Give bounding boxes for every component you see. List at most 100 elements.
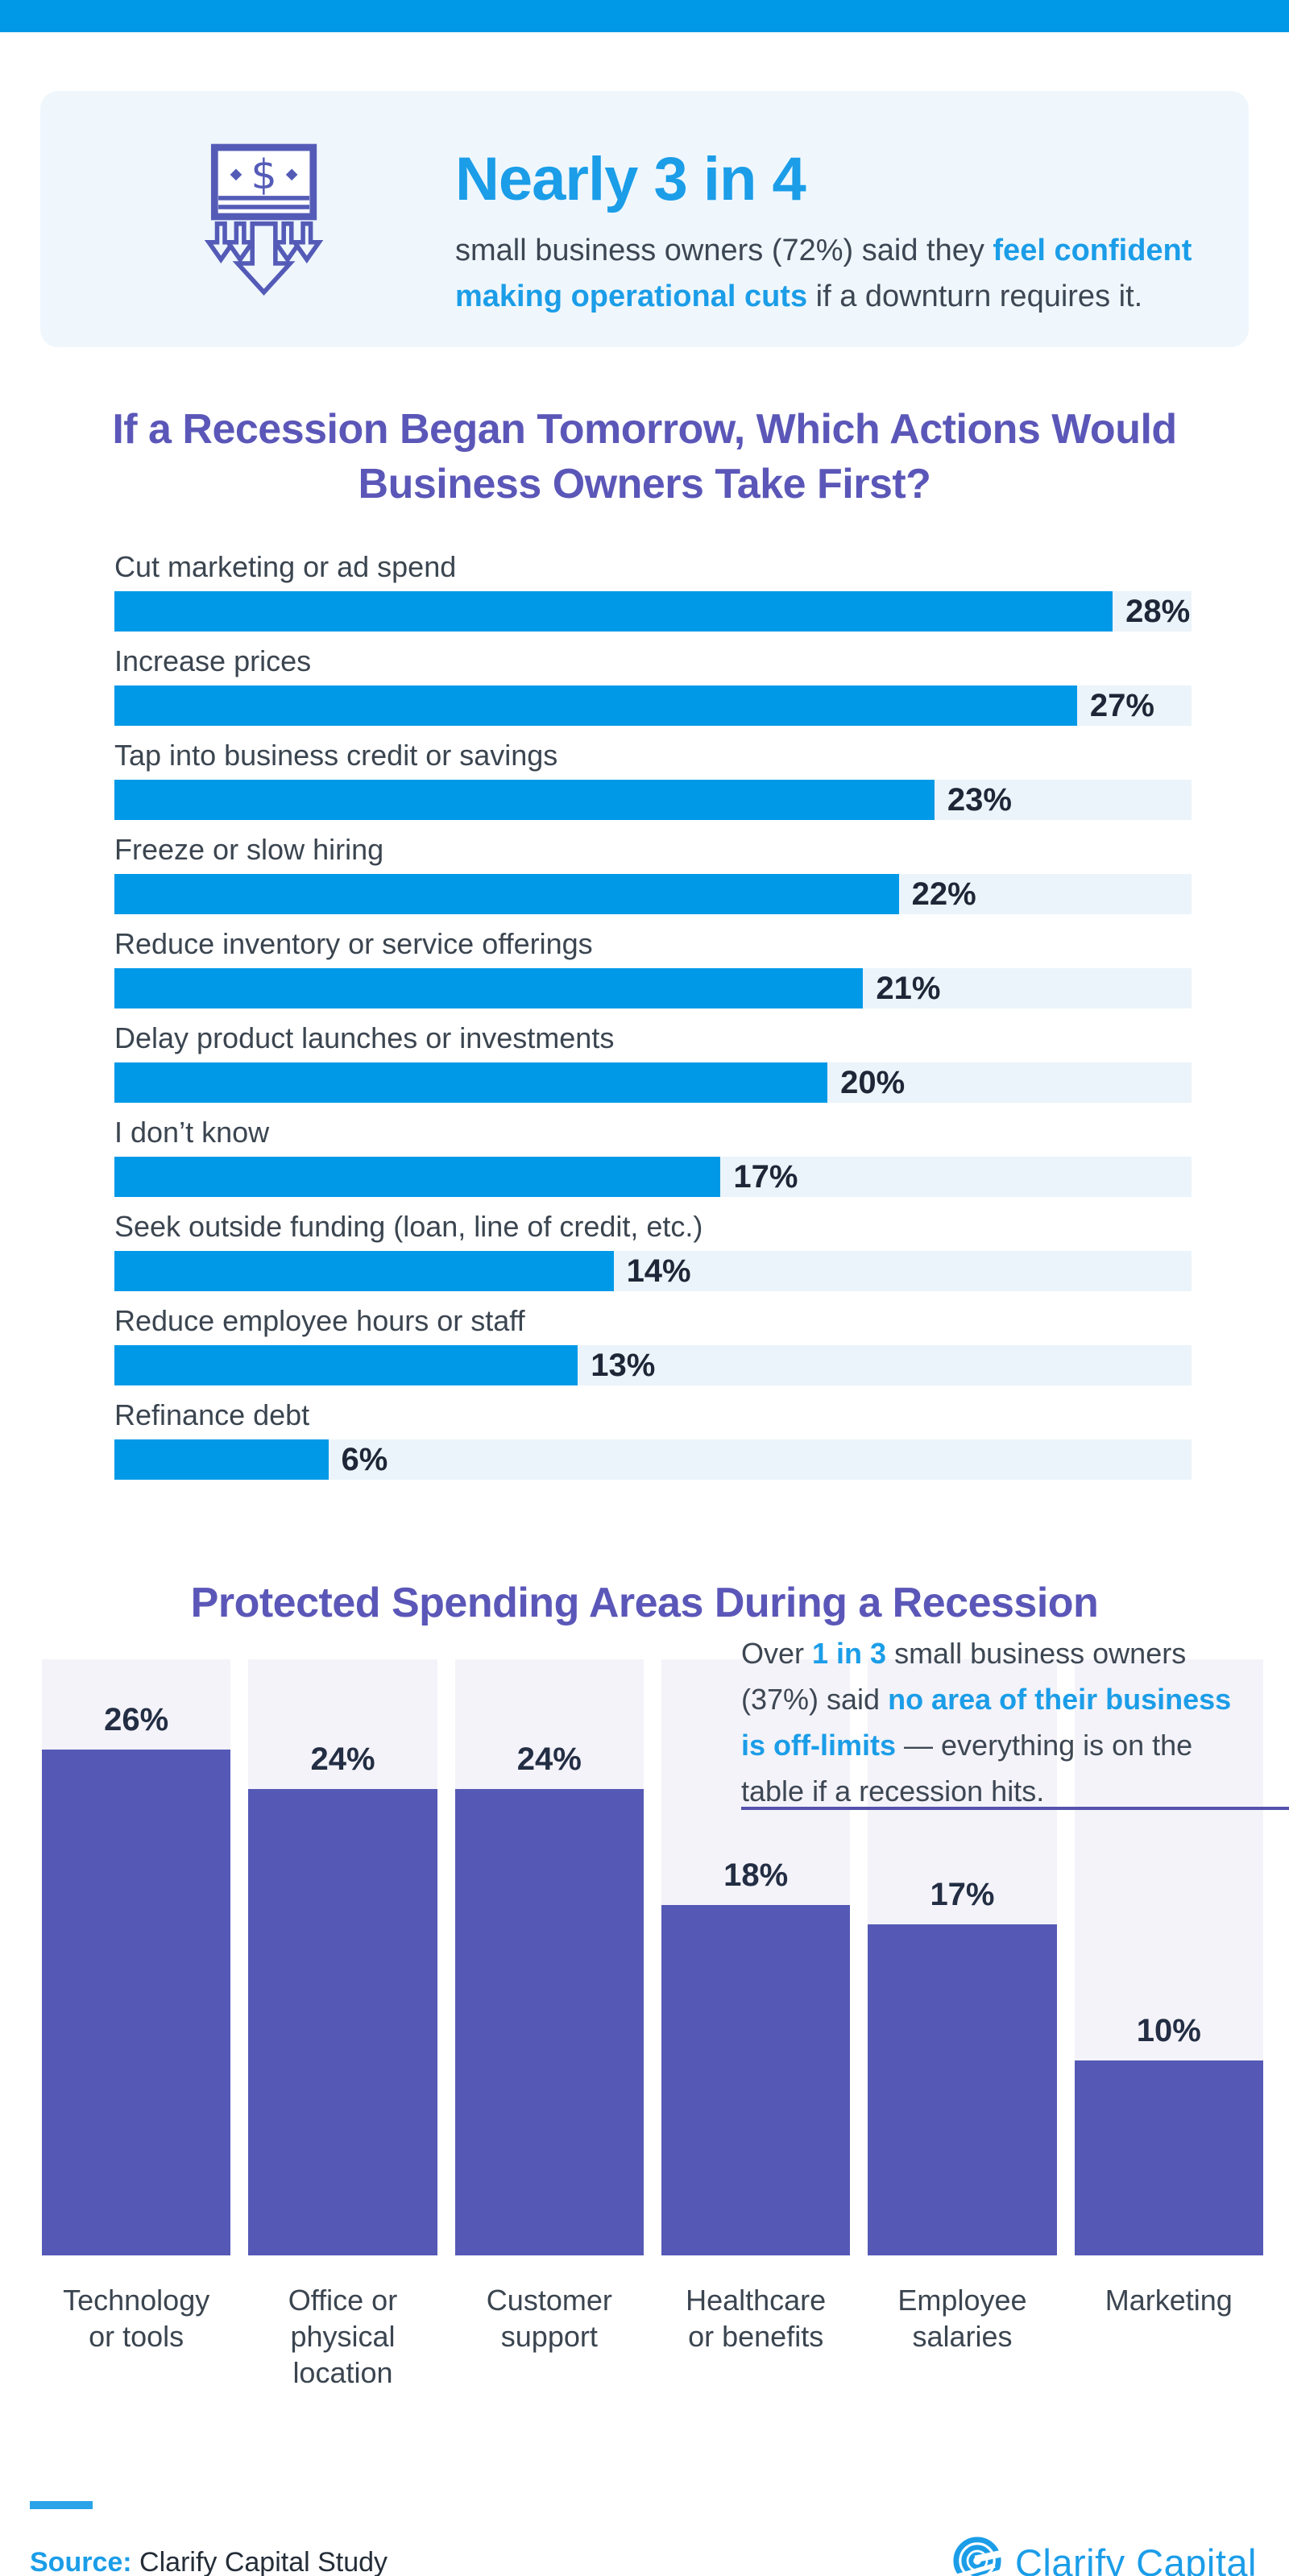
hbar-track: 28%: [114, 591, 1192, 632]
hbar-row: Seek outside funding (loan, line of cred…: [114, 1209, 1192, 1292]
note-divider-line: [741, 1806, 1289, 1810]
hbar-label: Seek outside funding (loan, line of cred…: [114, 1210, 703, 1244]
hbar-value: 22%: [911, 876, 976, 913]
hbar-value: 13%: [591, 1348, 656, 1384]
vbar-category-label: Technology or tools: [63, 2283, 210, 2353]
hbar-label: Cut marketing or ad spend: [114, 550, 457, 584]
confidence-callout: $ Nearly 3 in 4 small business owners (7…: [40, 91, 1249, 347]
vbar-column: 10%: [1074, 1659, 1263, 2255]
vbar-column: 24%: [248, 1659, 437, 2255]
callout-body-part1: small business owners (72%) said they: [455, 234, 993, 267]
vbar-category-label: Office or physical location: [288, 2283, 398, 2389]
hbar-track: 17%: [114, 1157, 1192, 1198]
clarify-capital-logo: Clarify Capital: [951, 2536, 1257, 2576]
vbar-category-labels: Technology or tools Office or physical lo…: [42, 2282, 1263, 2391]
footer-row: Source: Clarify Capital Study: [30, 2536, 1257, 2576]
cash-down-arrows-icon: $: [200, 138, 341, 312]
off-limits-note: Over 1 in 3 small business owners (37%) …: [741, 1630, 1239, 1814]
vbar: [1074, 2060, 1263, 2255]
vbar: [868, 1924, 1057, 2255]
note-highlight1: 1 in 3: [812, 1636, 887, 1670]
vbar-plot-area: 26% 24% 24% 18% 17% 10%: [42, 1659, 1263, 2255]
hbar-value: 28%: [1125, 594, 1191, 630]
vbar-category-label: Marketing: [1105, 2283, 1233, 2317]
hbar-row: I don’t know 17%: [114, 1115, 1192, 1198]
vbar-value: 10%: [1136, 2013, 1201, 2049]
vbar-chart: 26% 24% 24% 18% 17% 10% Over 1 in 3 small bus…: [42, 1637, 1289, 2391]
note-part3: — everything is on the table if a recess…: [741, 1728, 1193, 1808]
hbar-row: Reduce employee hours or staff 13%: [114, 1303, 1192, 1386]
hbar-value: 20%: [840, 1065, 906, 1101]
hbar-row: Freeze or slow hiring 22%: [114, 832, 1192, 915]
hbar-label: Reduce employee hours or staff: [114, 1304, 525, 1338]
vbar-value: 24%: [310, 1741, 375, 1777]
svg-text:$: $: [251, 151, 276, 199]
chart1-title: If a Recession Began Tomorrow, Which Act…: [0, 403, 1289, 511]
hbar-value: 17%: [733, 1159, 798, 1195]
vbar-column: 17%: [868, 1659, 1057, 2255]
hbar: [114, 1157, 721, 1198]
hbar-value: 14%: [626, 1253, 691, 1290]
hbar-row: Delay product launches or investments 20%: [114, 1021, 1192, 1104]
hbar: [114, 1251, 614, 1292]
note-part1: Over: [741, 1636, 813, 1670]
hbar-label: I don’t know: [114, 1116, 270, 1149]
callout-body-part2: if a downturn requires it.: [807, 280, 1143, 313]
hbar: [114, 874, 899, 915]
top-banner: [0, 0, 1289, 32]
hbar: [114, 1439, 329, 1481]
hbar-track: 20%: [114, 1062, 1192, 1104]
vbar-value: 17%: [930, 1877, 995, 1913]
hbar-track: 6%: [114, 1439, 1192, 1481]
vbar-column: 26%: [42, 1659, 231, 2255]
hbar: [114, 780, 935, 821]
hbar-label: Refinance debt: [114, 1398, 310, 1432]
hbar: [114, 685, 1077, 727]
chart1-title-line1: If a Recession Began Tomorrow, Which Act…: [112, 406, 1177, 453]
hbar-value: 23%: [947, 782, 1012, 818]
vbar-value: 24%: [516, 1741, 582, 1777]
hbar-track: 22%: [114, 874, 1192, 915]
vbar: [661, 1905, 851, 2255]
hbar-row: Cut marketing or ad spend 28%: [114, 549, 1192, 632]
vbar: [454, 1788, 644, 2255]
hbar-row: Increase prices 27%: [114, 644, 1192, 727]
chart1-title-line2: Business Owners Take First?: [358, 460, 931, 507]
hbar-track: 14%: [114, 1251, 1192, 1292]
hbar-label: Delay product launches or investments: [114, 1021, 615, 1055]
hbar-track: 23%: [114, 780, 1192, 821]
hbar-row: Tap into business credit or savings 23%: [114, 738, 1192, 821]
callout-body-highlight: feel confident making operational cuts: [455, 234, 1192, 313]
hbar-label: Increase prices: [114, 644, 312, 678]
callout-headline: Nearly 3 in 4: [455, 145, 806, 213]
clarify-capital-logo-icon: [951, 2536, 1004, 2576]
hbar: [114, 591, 1113, 632]
hbar-chart: Cut marketing or ad spend 28% Increase pri…: [114, 549, 1192, 1481]
hbar-label: Tap into business credit or savings: [114, 739, 558, 772]
vbar-category-label: Healthcare or benefits: [686, 2283, 827, 2353]
hbar-label: Freeze or slow hiring: [114, 833, 384, 867]
vbar: [248, 1788, 437, 2255]
hbar: [114, 1062, 828, 1104]
chart2-title: Protected Spending Areas During a Recess…: [190, 1580, 1099, 1627]
hbar: [114, 1345, 578, 1386]
vbar-column: 18%: [661, 1659, 851, 2255]
hbar-value: 6%: [341, 1442, 388, 1478]
hbar-track: 27%: [114, 685, 1192, 727]
vbar-column: 24%: [454, 1659, 644, 2255]
hbar-track: 21%: [114, 968, 1192, 1009]
vbar: [42, 1750, 231, 2255]
vbar-category-label: Customer support: [486, 2283, 612, 2353]
vbar-value: 26%: [104, 1702, 169, 1738]
hbar-row: Reduce inventory or service offerings 21%: [114, 926, 1192, 1009]
hbar: [114, 968, 864, 1009]
source-label: Source:: [30, 2546, 132, 2576]
hbar-label: Reduce inventory or service offerings: [114, 927, 593, 961]
source-text: Clarify Capital Study: [139, 2546, 388, 2576]
hbar-track: 13%: [114, 1345, 1192, 1386]
footer-accent-dash: [30, 2500, 93, 2509]
note-part2: small business owners (37%) said: [741, 1636, 1187, 1716]
hbar-value: 27%: [1089, 688, 1154, 724]
hbar-value: 21%: [876, 971, 941, 1007]
